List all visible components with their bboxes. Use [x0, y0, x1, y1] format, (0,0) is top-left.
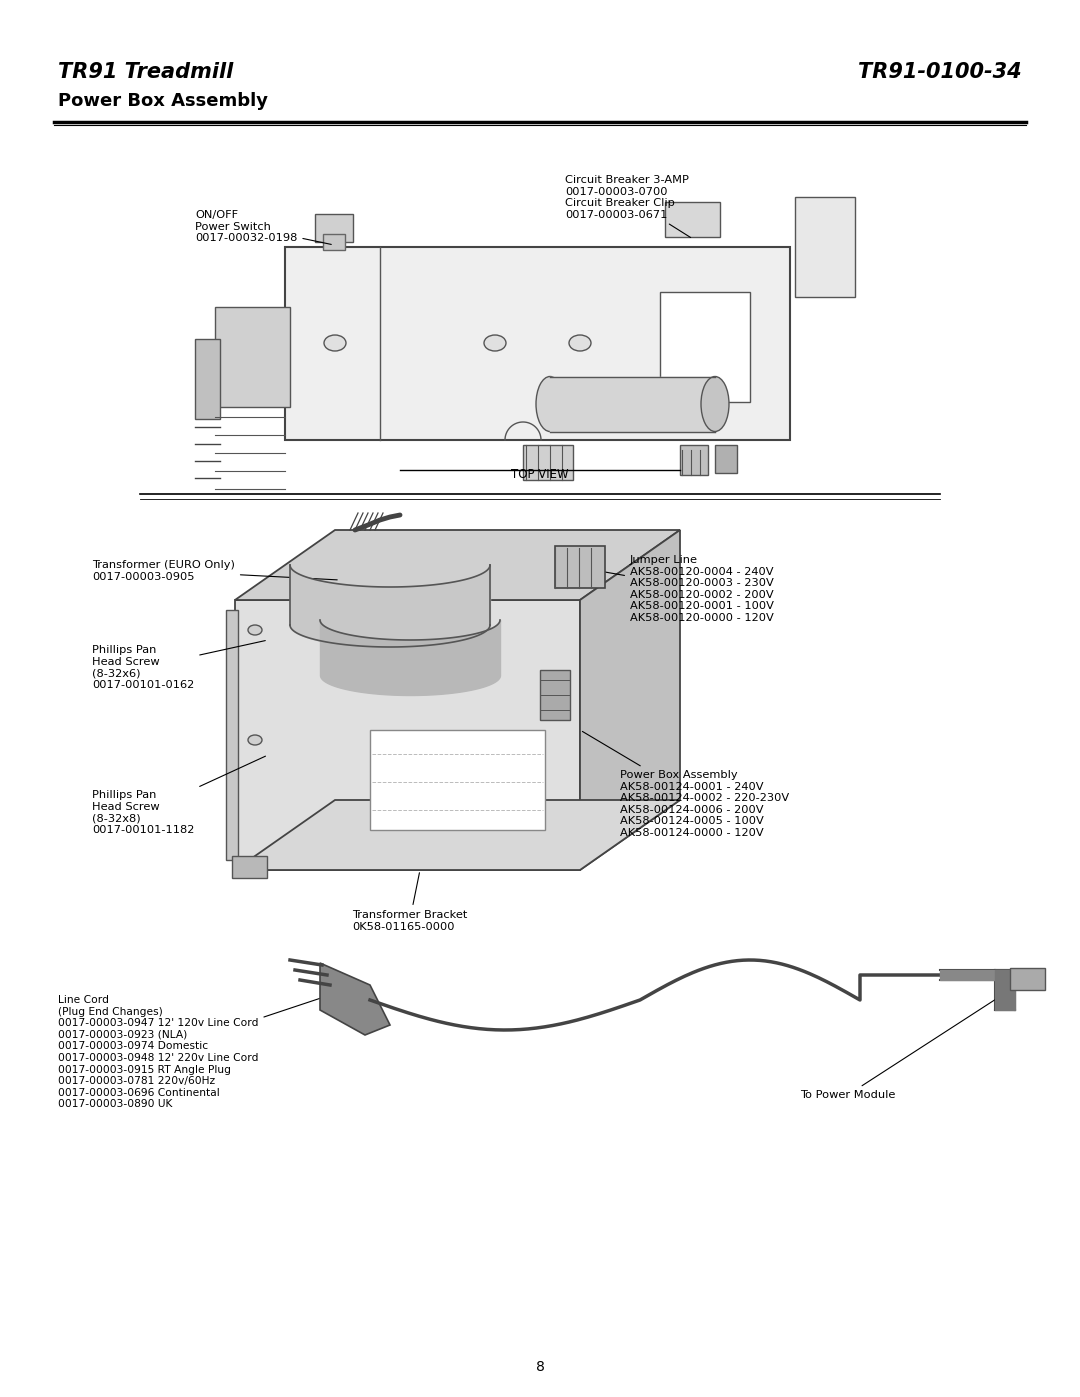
- Bar: [795, 197, 855, 298]
- Ellipse shape: [569, 335, 591, 351]
- Text: 8: 8: [536, 1361, 544, 1375]
- Text: Jumper Line
AK58-00120-0004 - 240V
AK58-00120-0003 - 230V
AK58-00120-0002 - 200V: Jumper Line AK58-00120-0004 - 240V AK58-…: [584, 555, 774, 623]
- Text: Power Box Assembly
AK58-00124-0001 - 240V
AK58-00124-0002 - 220-230V
AK58-00124-: Power Box Assembly AK58-00124-0001 - 240…: [582, 732, 789, 838]
- Bar: [715, 446, 737, 474]
- Text: Transformer Bracket
0K58-01165-0000: Transformer Bracket 0K58-01165-0000: [352, 873, 468, 932]
- Bar: [523, 446, 573, 481]
- Text: Line Cord
(Plug End Changes)
0017-00003-0947 12' 120v Line Cord
0017-00003-0923 : Line Cord (Plug End Changes) 0017-00003-…: [58, 990, 342, 1109]
- Polygon shape: [235, 800, 680, 870]
- Ellipse shape: [248, 735, 262, 745]
- Ellipse shape: [324, 335, 346, 351]
- Bar: [323, 235, 345, 250]
- Text: Phillips Pan
Head Screw
(8-32x6)
0017-00101-0162: Phillips Pan Head Screw (8-32x6) 0017-00…: [92, 641, 266, 690]
- Bar: [680, 446, 708, 475]
- Text: TOP VIEW: TOP VIEW: [511, 468, 569, 481]
- Bar: [540, 671, 570, 719]
- Bar: [215, 307, 291, 407]
- Text: To Power Module: To Power Module: [800, 992, 1008, 1099]
- Polygon shape: [320, 963, 390, 1035]
- Text: TR91-0100-34: TR91-0100-34: [859, 61, 1022, 82]
- Bar: [285, 247, 789, 440]
- Polygon shape: [580, 529, 680, 870]
- Text: Transformer (EURO Only)
0017-00003-0905: Transformer (EURO Only) 0017-00003-0905: [92, 560, 337, 581]
- Bar: [660, 292, 750, 402]
- Ellipse shape: [484, 335, 507, 351]
- Text: Phillips Pan
Head Screw
(8-32x8)
0017-00101-1182: Phillips Pan Head Screw (8-32x8) 0017-00…: [92, 756, 266, 835]
- Ellipse shape: [701, 377, 729, 432]
- Bar: [370, 731, 545, 830]
- Text: Circuit Breaker 3-AMP
0017-00003-0700
Circuit Breaker Clip
0017-00003-0671: Circuit Breaker 3-AMP 0017-00003-0700 Ci…: [565, 175, 690, 237]
- Text: TR91 Treadmill: TR91 Treadmill: [58, 61, 233, 82]
- Polygon shape: [235, 599, 580, 870]
- Ellipse shape: [536, 377, 564, 432]
- Bar: [1010, 968, 1045, 990]
- Bar: [232, 856, 267, 877]
- Ellipse shape: [248, 624, 262, 636]
- Bar: [555, 546, 605, 588]
- Bar: [315, 214, 353, 242]
- Bar: [226, 610, 238, 861]
- Text: Power Box Assembly: Power Box Assembly: [58, 92, 268, 110]
- Bar: [195, 339, 220, 419]
- Polygon shape: [235, 529, 680, 599]
- Bar: [665, 203, 720, 237]
- Text: ON/OFF
Power Switch
0017-00032-0198: ON/OFF Power Switch 0017-00032-0198: [195, 210, 332, 244]
